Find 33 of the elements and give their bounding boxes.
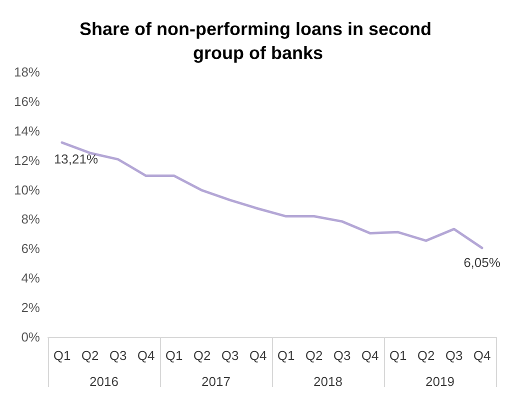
y-tick-label: 4% bbox=[21, 270, 40, 286]
x-tick-label: Q2 bbox=[417, 348, 435, 363]
chart-title: Share of non-performing loans in second group of banks bbox=[79, 19, 437, 63]
x-tick-label: Q1 bbox=[165, 348, 183, 363]
text: 2019 bbox=[426, 374, 454, 389]
y-tick-label: 2% bbox=[21, 300, 40, 316]
y-tick-label: 18% bbox=[14, 64, 40, 80]
x-tick-label: Q2 bbox=[81, 348, 99, 363]
data-label: 13,21% bbox=[54, 152, 98, 167]
y-tick-label: 14% bbox=[14, 123, 40, 138]
text: 2016 bbox=[90, 374, 118, 389]
y-tick-label: 10% bbox=[14, 182, 40, 198]
x-tick-label: Q4 bbox=[473, 348, 491, 363]
x-tick-label: Q2 bbox=[193, 348, 211, 363]
x-tick-label: Q1 bbox=[277, 348, 295, 363]
x-tick-label: Q4 bbox=[137, 348, 155, 363]
y-tick-label: 8% bbox=[21, 212, 40, 227]
y-tick-label: 16% bbox=[14, 94, 40, 109]
x-tick-label: Q2 bbox=[305, 348, 323, 363]
x-tick-label: Q3 bbox=[445, 348, 463, 363]
x-tick-label: Q3 bbox=[221, 348, 239, 363]
data-label: 6,05% bbox=[464, 254, 501, 270]
x-tick-label: Q3 bbox=[333, 348, 351, 363]
y-tick-label: 0% bbox=[21, 330, 40, 344]
y-tick-label: 6% bbox=[21, 241, 40, 256]
text: 2018 bbox=[314, 374, 342, 389]
x-tick-label: Q3 bbox=[109, 348, 127, 363]
x-tick-label: Q4 bbox=[249, 348, 267, 363]
x-tick-label: Q1 bbox=[53, 348, 71, 363]
x-tick-label: Q4 bbox=[361, 348, 379, 363]
text: 2017 bbox=[202, 374, 230, 389]
y-tick-label: 12% bbox=[14, 152, 40, 168]
x-tick-label: Q1 bbox=[389, 348, 407, 363]
